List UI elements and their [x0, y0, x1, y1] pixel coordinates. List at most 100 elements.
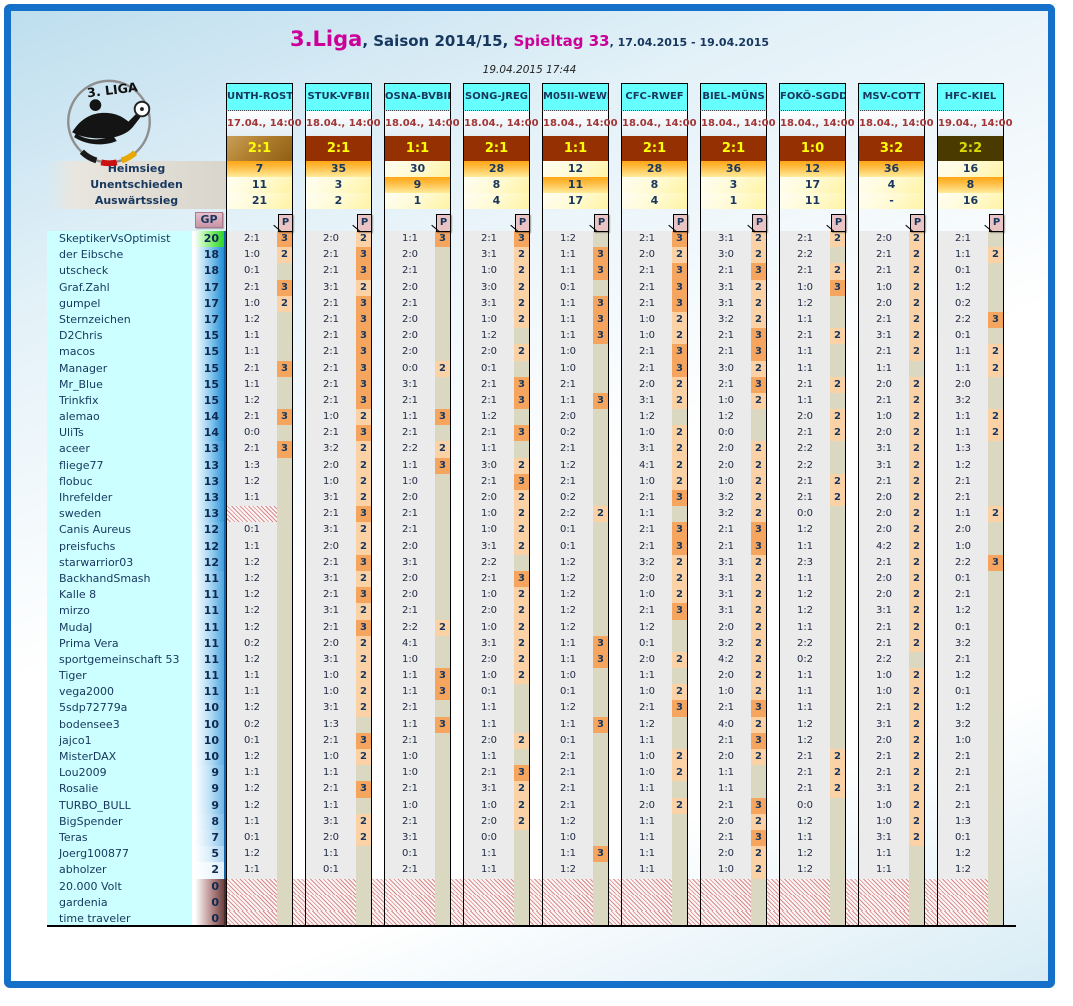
column-gap — [609, 652, 621, 668]
points-cell: 2 — [751, 554, 767, 571]
tip-cell: 2:1 — [700, 328, 751, 345]
points-cell — [830, 829, 846, 847]
player-name: vega2000 — [47, 684, 192, 701]
column-gap — [530, 177, 542, 193]
gp-value: 10 — [192, 716, 226, 733]
column-gap — [1004, 684, 1016, 700]
column-gap — [767, 910, 779, 928]
tip-cell: 1:0 — [463, 263, 514, 280]
match-date: 18.04., 14:00 — [621, 111, 697, 136]
points-cell — [435, 878, 451, 895]
column-gap — [688, 161, 700, 177]
column-gap — [530, 684, 542, 700]
tip-cell: 2:0 — [384, 587, 435, 604]
tip-cell: 2:1 — [700, 344, 751, 361]
column-gap — [609, 296, 621, 312]
tip-cell: 2:1 — [621, 603, 672, 620]
column-gap — [451, 83, 463, 111]
column-gap — [925, 441, 937, 457]
tip-cell: 2:1 — [384, 603, 435, 620]
column-gap — [451, 263, 463, 279]
tip-cell: 1:2 — [779, 587, 830, 604]
column-gap — [925, 571, 937, 587]
tip-cell: 3:1 — [305, 651, 356, 669]
match-header: FOKÖ-SGDD — [779, 83, 846, 111]
column-gap — [688, 798, 700, 814]
points-cell — [988, 813, 1004, 830]
column-gap — [372, 209, 384, 231]
points-cell: 2 — [830, 231, 846, 248]
column-gap — [767, 280, 779, 296]
points-cell — [672, 894, 688, 911]
tip-cell: 2:0 — [700, 749, 751, 766]
points-cell — [435, 587, 451, 604]
column-gap — [372, 668, 384, 684]
points-cell — [672, 506, 688, 523]
points-cell — [672, 862, 688, 879]
column-gap — [846, 668, 858, 684]
column-gap — [767, 361, 779, 377]
points-cell: 3 — [751, 522, 767, 539]
points-cell — [988, 878, 1004, 895]
tip-cell: 0:2 — [937, 295, 988, 312]
column-gap — [609, 603, 621, 619]
tip-cell: 2:0 — [384, 311, 435, 329]
points-cell: 2 — [751, 311, 767, 329]
band-cell: P — [542, 209, 609, 232]
column-gap — [530, 361, 542, 377]
player-name: Lou2009 — [47, 765, 192, 782]
tip-cell: 1:2 — [937, 862, 988, 879]
column-gap — [451, 862, 463, 878]
points-cell — [830, 797, 846, 814]
points-cell — [672, 732, 688, 749]
tip-cell: 2:0 — [937, 376, 988, 393]
points-cell: 2 — [514, 603, 530, 620]
points-cell — [988, 376, 1004, 393]
tip-cell: 1:0 — [858, 668, 909, 685]
points-cell: 2 — [909, 522, 925, 539]
column-gap — [530, 603, 542, 619]
points-cell — [751, 765, 767, 782]
player-name: starwarrior03 — [47, 554, 192, 571]
tip-cell: 1:1 — [384, 457, 435, 474]
points-cell — [435, 651, 451, 669]
tip-cell: 0:0 — [226, 425, 277, 442]
points-cell — [593, 781, 609, 798]
points-cell: 2 — [672, 473, 688, 490]
column-gap — [925, 409, 937, 425]
column-gap — [1004, 506, 1016, 522]
points-cell — [277, 749, 293, 766]
column-gap — [372, 136, 384, 161]
points-cell — [988, 328, 1004, 345]
tip-cell: 0:2 — [542, 425, 593, 442]
stat-label-draw: Unentschieden — [47, 177, 226, 193]
tip-cell: 2:1 — [621, 490, 672, 507]
points-cell: 3 — [593, 247, 609, 264]
points-cell: 2 — [514, 797, 530, 814]
column-gap — [846, 83, 858, 111]
points-cell: 3 — [672, 603, 688, 620]
tip-cell: 3:2 — [700, 506, 751, 523]
points-cell: 2 — [514, 295, 530, 312]
tip-cell: 3:2 — [305, 441, 356, 458]
points-cell: 2 — [356, 668, 372, 685]
tip-cell: 2:0 — [463, 490, 514, 507]
column-gap — [688, 781, 700, 797]
column-gap — [609, 668, 621, 684]
tip-cell: 1:1 — [700, 765, 751, 782]
tip-cell: 1:0 — [384, 749, 435, 766]
tip-cell: 1:0 — [226, 247, 277, 264]
band-cell: P — [226, 209, 293, 232]
points-cell: 3 — [751, 700, 767, 717]
tip-cell: 1:2 — [463, 409, 514, 426]
tip-cell: 0:1 — [226, 522, 277, 539]
column-gap — [1004, 344, 1016, 360]
column-gap — [293, 830, 305, 846]
column-gap — [1004, 441, 1016, 457]
page-title: 3.Liga, Saison 2014/15, Spieltag 33, 17.… — [11, 27, 1048, 51]
tip-cell: 1:1 — [384, 231, 435, 248]
column-gap — [293, 700, 305, 716]
tip-cell: 2:0 — [858, 231, 909, 248]
points-cell — [277, 700, 293, 717]
band-cell: P — [858, 209, 925, 232]
